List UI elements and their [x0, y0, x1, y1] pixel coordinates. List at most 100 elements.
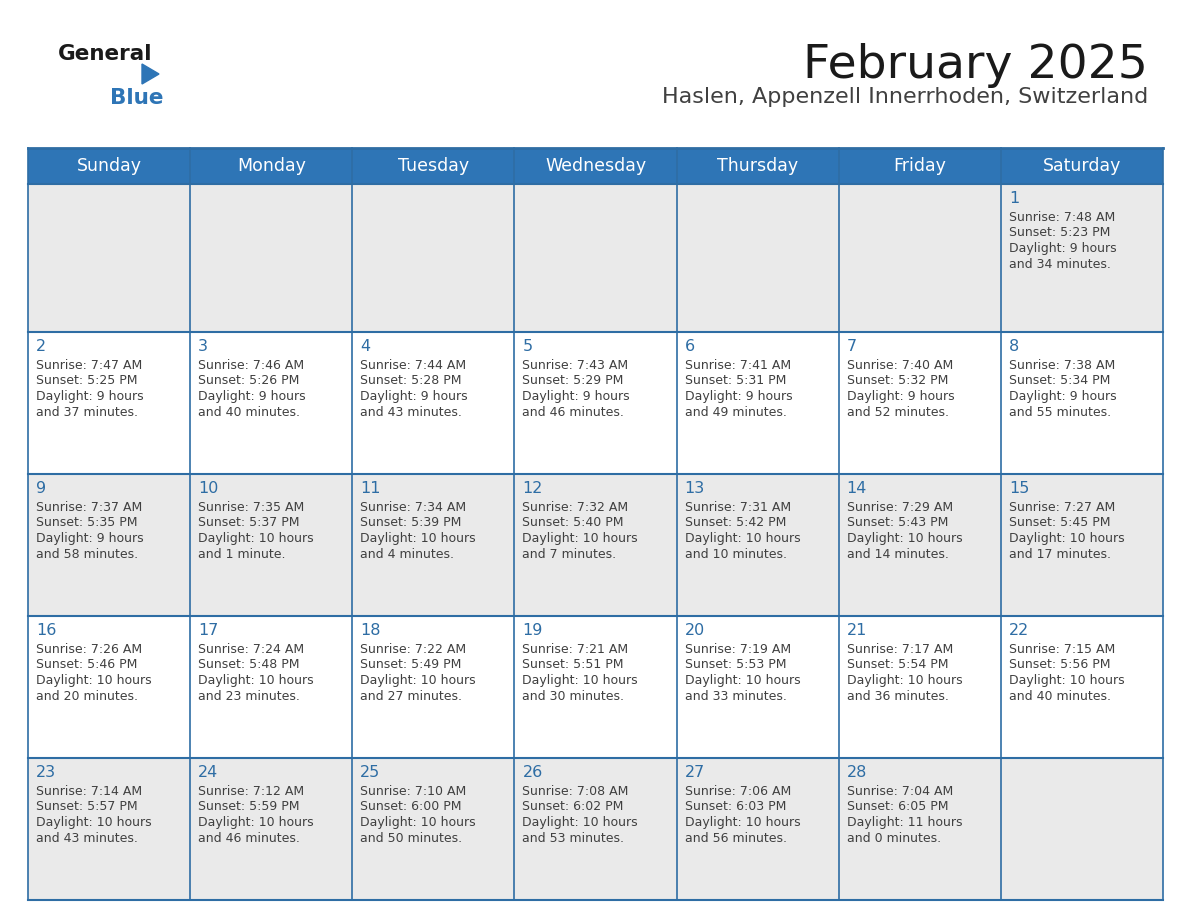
- Text: and 37 minutes.: and 37 minutes.: [36, 406, 138, 419]
- Text: Haslen, Appenzell Innerrhoden, Switzerland: Haslen, Appenzell Innerrhoden, Switzerla…: [662, 87, 1148, 107]
- Text: Daylight: 9 hours: Daylight: 9 hours: [1009, 390, 1117, 403]
- Text: Daylight: 9 hours: Daylight: 9 hours: [523, 390, 630, 403]
- Text: and 53 minutes.: and 53 minutes.: [523, 832, 625, 845]
- Text: 25: 25: [360, 765, 380, 780]
- Text: Sunrise: 7:37 AM: Sunrise: 7:37 AM: [36, 501, 143, 514]
- Bar: [514, 184, 677, 332]
- Text: and 34 minutes.: and 34 minutes.: [1009, 258, 1111, 271]
- Text: and 17 minutes.: and 17 minutes.: [1009, 547, 1111, 561]
- Text: and 10 minutes.: and 10 minutes.: [684, 547, 786, 561]
- Text: Sunrise: 7:47 AM: Sunrise: 7:47 AM: [36, 359, 143, 372]
- Text: Sunrise: 7:40 AM: Sunrise: 7:40 AM: [847, 359, 953, 372]
- Text: Daylight: 11 hours: Daylight: 11 hours: [847, 816, 962, 829]
- Text: Monday: Monday: [236, 157, 305, 175]
- Text: 16: 16: [36, 623, 56, 638]
- Text: Daylight: 10 hours: Daylight: 10 hours: [360, 674, 476, 687]
- Text: Sunset: 5:23 PM: Sunset: 5:23 PM: [1009, 227, 1111, 240]
- Text: Sunset: 6:00 PM: Sunset: 6:00 PM: [360, 800, 462, 813]
- Text: Sunset: 5:45 PM: Sunset: 5:45 PM: [1009, 517, 1111, 530]
- Text: and 46 minutes.: and 46 minutes.: [198, 832, 301, 845]
- Bar: [677, 332, 839, 474]
- Text: and 46 minutes.: and 46 minutes.: [523, 406, 625, 419]
- Text: Daylight: 10 hours: Daylight: 10 hours: [847, 532, 962, 545]
- Text: 3: 3: [198, 339, 208, 354]
- Bar: [677, 474, 839, 616]
- Text: 17: 17: [198, 623, 219, 638]
- Text: Sunrise: 7:44 AM: Sunrise: 7:44 AM: [360, 359, 467, 372]
- Text: Sunrise: 7:19 AM: Sunrise: 7:19 AM: [684, 643, 791, 656]
- Bar: [29, 148, 1163, 184]
- Text: Sunrise: 7:46 AM: Sunrise: 7:46 AM: [198, 359, 304, 372]
- Text: 7: 7: [847, 339, 857, 354]
- Bar: [353, 474, 514, 616]
- Text: 2: 2: [36, 339, 46, 354]
- Text: Daylight: 10 hours: Daylight: 10 hours: [360, 532, 476, 545]
- Text: Daylight: 10 hours: Daylight: 10 hours: [523, 674, 638, 687]
- Bar: [353, 332, 514, 474]
- Text: Sunrise: 7:12 AM: Sunrise: 7:12 AM: [198, 785, 304, 798]
- Text: Sunset: 5:49 PM: Sunset: 5:49 PM: [360, 658, 462, 671]
- Text: and 7 minutes.: and 7 minutes.: [523, 547, 617, 561]
- Bar: [677, 616, 839, 758]
- Text: Sunset: 5:42 PM: Sunset: 5:42 PM: [684, 517, 786, 530]
- Bar: [514, 332, 677, 474]
- Text: Sunrise: 7:38 AM: Sunrise: 7:38 AM: [1009, 359, 1116, 372]
- Bar: [1000, 474, 1163, 616]
- Text: Sunrise: 7:34 AM: Sunrise: 7:34 AM: [360, 501, 467, 514]
- Bar: [514, 758, 677, 900]
- Text: Daylight: 10 hours: Daylight: 10 hours: [523, 816, 638, 829]
- Text: and 27 minutes.: and 27 minutes.: [360, 689, 462, 702]
- Bar: [29, 616, 190, 758]
- Bar: [190, 332, 353, 474]
- Text: Blue: Blue: [110, 88, 164, 108]
- Text: Sunset: 5:43 PM: Sunset: 5:43 PM: [847, 517, 948, 530]
- Bar: [514, 474, 677, 616]
- Text: Sunrise: 7:24 AM: Sunrise: 7:24 AM: [198, 643, 304, 656]
- Text: 11: 11: [360, 481, 381, 496]
- Text: and 14 minutes.: and 14 minutes.: [847, 547, 948, 561]
- Text: Sunrise: 7:26 AM: Sunrise: 7:26 AM: [36, 643, 143, 656]
- Text: Sunset: 5:32 PM: Sunset: 5:32 PM: [847, 375, 948, 387]
- Bar: [839, 474, 1000, 616]
- Bar: [839, 332, 1000, 474]
- Text: and 55 minutes.: and 55 minutes.: [1009, 406, 1111, 419]
- Text: Tuesday: Tuesday: [398, 157, 469, 175]
- Text: Daylight: 10 hours: Daylight: 10 hours: [198, 532, 314, 545]
- Text: Daylight: 9 hours: Daylight: 9 hours: [360, 390, 468, 403]
- Text: Sunset: 5:46 PM: Sunset: 5:46 PM: [36, 658, 138, 671]
- Text: and 30 minutes.: and 30 minutes.: [523, 689, 625, 702]
- Text: Sunrise: 7:04 AM: Sunrise: 7:04 AM: [847, 785, 953, 798]
- Bar: [1000, 184, 1163, 332]
- Text: Friday: Friday: [893, 157, 946, 175]
- Text: and 40 minutes.: and 40 minutes.: [1009, 689, 1111, 702]
- Text: Daylight: 10 hours: Daylight: 10 hours: [198, 674, 314, 687]
- Text: and 43 minutes.: and 43 minutes.: [360, 406, 462, 419]
- Bar: [190, 758, 353, 900]
- Text: Sunrise: 7:27 AM: Sunrise: 7:27 AM: [1009, 501, 1116, 514]
- Text: Sunset: 5:34 PM: Sunset: 5:34 PM: [1009, 375, 1111, 387]
- Text: Sunset: 6:02 PM: Sunset: 6:02 PM: [523, 800, 624, 813]
- Text: and 49 minutes.: and 49 minutes.: [684, 406, 786, 419]
- Text: and 36 minutes.: and 36 minutes.: [847, 689, 948, 702]
- Text: and 52 minutes.: and 52 minutes.: [847, 406, 949, 419]
- Text: 21: 21: [847, 623, 867, 638]
- Text: Sunset: 5:56 PM: Sunset: 5:56 PM: [1009, 658, 1111, 671]
- Text: 14: 14: [847, 481, 867, 496]
- Text: 6: 6: [684, 339, 695, 354]
- Text: 18: 18: [360, 623, 381, 638]
- Text: Sunrise: 7:15 AM: Sunrise: 7:15 AM: [1009, 643, 1116, 656]
- Text: Sunrise: 7:41 AM: Sunrise: 7:41 AM: [684, 359, 791, 372]
- Text: Sunrise: 7:14 AM: Sunrise: 7:14 AM: [36, 785, 143, 798]
- Text: Sunset: 5:51 PM: Sunset: 5:51 PM: [523, 658, 624, 671]
- Bar: [29, 474, 190, 616]
- Bar: [839, 616, 1000, 758]
- Text: Sunset: 5:53 PM: Sunset: 5:53 PM: [684, 658, 786, 671]
- Text: and 0 minutes.: and 0 minutes.: [847, 832, 941, 845]
- Text: Sunrise: 7:08 AM: Sunrise: 7:08 AM: [523, 785, 628, 798]
- Text: and 50 minutes.: and 50 minutes.: [360, 832, 462, 845]
- Text: Daylight: 10 hours: Daylight: 10 hours: [523, 532, 638, 545]
- Text: Sunset: 5:25 PM: Sunset: 5:25 PM: [36, 375, 138, 387]
- Bar: [677, 758, 839, 900]
- Text: Daylight: 10 hours: Daylight: 10 hours: [847, 674, 962, 687]
- Text: and 40 minutes.: and 40 minutes.: [198, 406, 301, 419]
